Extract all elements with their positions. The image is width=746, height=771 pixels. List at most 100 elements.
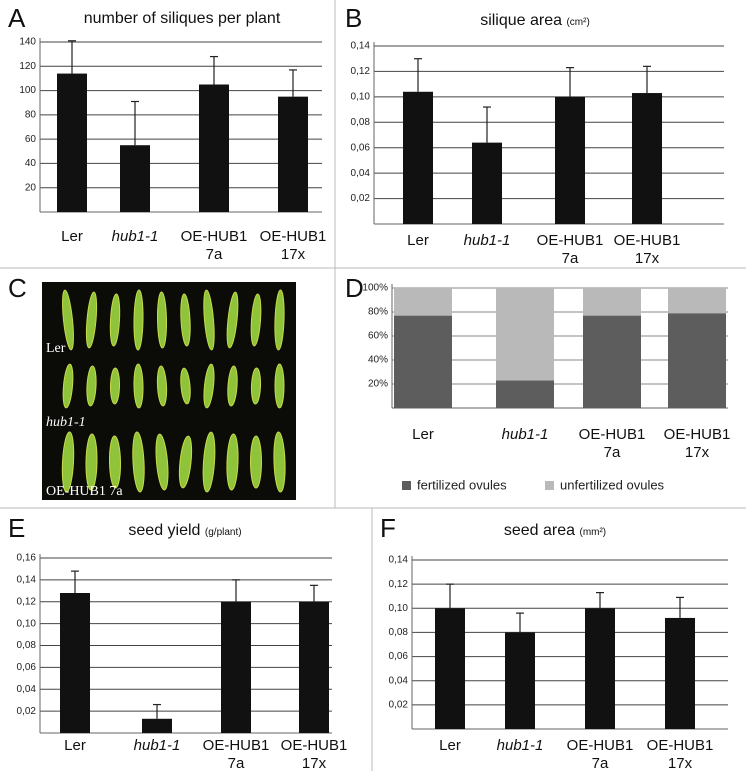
bar xyxy=(403,91,433,225)
silique xyxy=(109,367,121,405)
legend-swatch xyxy=(402,481,411,490)
legend-label: fertilized ovules xyxy=(417,477,507,492)
chart-title: number of siliques per plant xyxy=(84,10,281,28)
error-bar xyxy=(210,55,218,85)
bar xyxy=(585,608,615,729)
y-tick-label: 60% xyxy=(368,331,388,342)
silique xyxy=(180,367,191,405)
silique xyxy=(62,363,74,409)
x-tick-label: OE-HUB1 17x xyxy=(663,426,731,461)
y-tick-label: 0,14 xyxy=(389,555,409,566)
x-tick-label: OE-HUB1 7a xyxy=(202,737,270,771)
silique xyxy=(132,431,145,493)
y-tick-label: 40% xyxy=(368,355,388,366)
error-bar xyxy=(483,106,491,143)
error-bar xyxy=(596,591,604,609)
bar-segment xyxy=(394,315,452,408)
silique xyxy=(203,289,215,351)
x-tick-label: hub1-1 xyxy=(463,232,511,249)
title-text: number of siliques per plant xyxy=(83,10,281,27)
chart-title: silique area (cm²) xyxy=(480,12,590,30)
silique xyxy=(156,291,168,349)
photo-caption: OE-HUB1 7a xyxy=(46,484,123,499)
x-tick-label: Ler xyxy=(61,228,83,245)
x-tick-label: hub1-1 xyxy=(501,426,549,443)
silique xyxy=(62,289,74,351)
y-tick-label: 0,06 xyxy=(17,662,37,673)
silique xyxy=(156,365,168,407)
y-tick-label: 60 xyxy=(25,134,37,145)
x-tick-label: OE-HUB1 17x xyxy=(646,737,714,771)
y-tick-label: 0,12 xyxy=(351,66,371,77)
x-tick-label: hub1-1 xyxy=(111,228,159,245)
bar xyxy=(472,142,502,224)
y-tick-label: 0,06 xyxy=(351,142,371,153)
x-tick-label: OE-HUB1 7a xyxy=(180,228,248,263)
y-tick-label: 40 xyxy=(25,158,37,169)
silique xyxy=(226,291,239,349)
y-tick-label: 0,04 xyxy=(389,675,409,686)
silique xyxy=(85,433,98,491)
silique xyxy=(226,433,239,491)
bar-segment xyxy=(496,288,554,381)
error-bar xyxy=(446,583,454,609)
y-tick-label: 0,02 xyxy=(351,193,371,204)
panel-letter: B xyxy=(345,3,363,33)
panel-letter: F xyxy=(380,513,396,543)
silique xyxy=(109,293,121,347)
bar xyxy=(142,718,172,733)
y-tick-label: 0,10 xyxy=(351,91,371,102)
panel-letter: E xyxy=(8,513,26,543)
y-tick-label: 0,04 xyxy=(17,684,37,695)
panel-letter: C xyxy=(8,273,27,303)
title-unit: (cm²) xyxy=(566,17,590,28)
y-tick-label: 100 xyxy=(19,85,36,96)
error-bar xyxy=(676,596,684,618)
bar xyxy=(199,84,229,212)
x-tick-label: OE-HUB1 7a xyxy=(536,232,604,267)
silique xyxy=(203,363,215,409)
silique xyxy=(133,363,144,409)
silique xyxy=(274,363,285,409)
bar-segment xyxy=(668,288,726,314)
y-tick-label: 0,12 xyxy=(389,579,409,590)
y-tick-label: 0,08 xyxy=(17,640,37,651)
x-tick-label: Ler xyxy=(439,737,461,754)
silique xyxy=(250,367,262,405)
bar xyxy=(665,617,695,729)
silique xyxy=(133,289,144,351)
y-tick-label: 20% xyxy=(368,379,388,390)
y-tick-label: 80 xyxy=(25,109,37,120)
bar xyxy=(278,96,308,212)
legend-label: unfertilized ovules xyxy=(560,477,665,492)
y-tick-label: 0,16 xyxy=(17,553,37,564)
error-bar xyxy=(310,584,318,602)
silique xyxy=(202,431,216,493)
x-tick-label: Ler xyxy=(64,737,86,754)
chart-title: seed area (mm²) xyxy=(504,522,606,540)
x-tick-label: Ler xyxy=(407,232,429,249)
bar xyxy=(120,145,150,212)
silique xyxy=(250,435,262,489)
title-unit: (g/plant) xyxy=(204,527,242,538)
silique xyxy=(108,435,122,489)
error-bar xyxy=(71,570,79,593)
y-tick-label: 100% xyxy=(362,283,388,294)
silique xyxy=(178,435,193,489)
silique xyxy=(273,431,286,493)
title-text: silique area xyxy=(480,12,563,29)
error-bar xyxy=(131,100,139,146)
title-text: seed area xyxy=(503,522,576,539)
silique xyxy=(155,433,169,491)
x-tick-label: OE-HUB1 17x xyxy=(259,228,327,263)
bar-segment xyxy=(668,313,726,408)
y-tick-label: 0,14 xyxy=(351,41,371,52)
error-bar xyxy=(232,579,240,602)
x-tick-label: Ler xyxy=(412,426,434,443)
error-bar xyxy=(643,65,651,94)
y-tick-label: 0,02 xyxy=(17,706,37,717)
bar xyxy=(221,601,251,733)
y-tick-label: 0,10 xyxy=(17,618,37,629)
silique xyxy=(227,365,238,407)
y-tick-label: 0,08 xyxy=(351,117,371,128)
